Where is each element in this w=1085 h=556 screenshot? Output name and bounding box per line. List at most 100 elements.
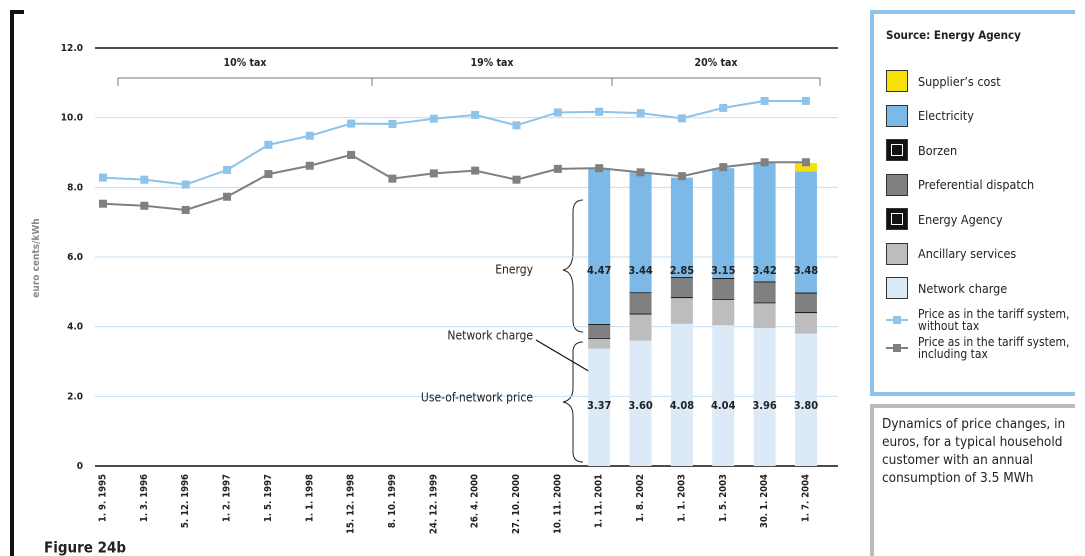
legend-items: Supplier’s cost Electricity Borzen Preferen… [886, 64, 1075, 362]
legend-item: Price as in the tariff system, including… [886, 334, 1075, 362]
x-tick-label: 26. 4. 2000 [470, 474, 481, 528]
line-marker [140, 201, 149, 210]
y-tick-label: 8.0 [67, 182, 83, 193]
bar-value-label: 3.42 [752, 264, 777, 277]
bar-value-label: 3.44 [628, 264, 653, 277]
bar-segment [753, 162, 776, 282]
energy-brace [562, 199, 584, 333]
line-marker [471, 110, 480, 119]
x-tick-label: 1. 5. 1997 [263, 474, 274, 522]
annotation: Energy [495, 263, 533, 277]
legend-label: Price as in the tariff system, including… [918, 334, 1070, 361]
bar-segment [588, 168, 611, 324]
x-tick-label: 1. 9. 1995 [98, 474, 109, 522]
legend-item: Energy Agency [886, 202, 1075, 237]
line-marker [512, 121, 521, 130]
bar-segment [588, 338, 611, 349]
y-tick-label: 6.0 [67, 252, 83, 263]
x-tick-label: 1. 3. 1996 [139, 474, 150, 522]
network-brace [562, 341, 584, 463]
line-marker [636, 109, 645, 118]
line-marker [801, 96, 810, 105]
legend-item: Preferential dispatch [886, 168, 1075, 203]
x-tick-label: 5. 12. 1996 [180, 474, 191, 528]
line-marker [264, 140, 273, 149]
bar-value-label: 3.60 [628, 399, 653, 412]
bar-segment [670, 177, 693, 277]
legend-label: Energy Agency [918, 211, 1003, 227]
line-marker [181, 180, 190, 189]
source: Source: Energy Agency [886, 28, 1021, 42]
legend-swatch [886, 242, 908, 265]
bar-value-label: 3.48 [794, 264, 819, 277]
legend-swatch [886, 315, 908, 324]
line-marker [181, 205, 190, 214]
y-tick-label: 12.0 [61, 43, 83, 54]
bar-segment [753, 281, 776, 283]
bar-segment [629, 314, 652, 341]
legend-label: Electricity [918, 108, 974, 124]
bar-segment [712, 325, 735, 466]
y-tick-label: 10.0 [61, 113, 83, 124]
line-marker [347, 119, 356, 128]
y-tick-label: 2.0 [67, 391, 83, 402]
line-marker [305, 161, 314, 170]
x-tick-label: 8. 10. 1999 [387, 474, 398, 528]
bar-segment [588, 324, 611, 338]
legend-item: Ancillary services [886, 237, 1075, 272]
x-tick-label: 1. 1. 2003 [676, 474, 687, 522]
tax-label: 20% tax [695, 57, 738, 69]
tax-label: 19% tax [471, 57, 514, 69]
bar-segment [670, 298, 693, 324]
bar-segment [794, 313, 817, 334]
legend-item: Supplier’s cost [886, 64, 1075, 99]
legend-item: Price as in the tariff system, without t… [886, 306, 1075, 334]
bar-segment [629, 313, 652, 315]
bar-value-label: 3.15 [711, 264, 736, 277]
x-tick-label: 10. 11. 2000 [552, 474, 563, 534]
x-tick-label: 1. 7. 2004 [800, 474, 811, 522]
bar-segment [794, 333, 817, 466]
line-marker [719, 103, 728, 112]
caption: Dynamics of price changes, in euros, for… [870, 404, 1075, 556]
bar-segment [670, 277, 693, 298]
line-marker [223, 192, 232, 201]
bar-value-label: 2.85 [670, 264, 695, 277]
x-tick-label: 24. 12. 1999 [428, 474, 439, 534]
x-tick-label: 1. 8. 2002 [635, 474, 646, 522]
line-marker [305, 131, 314, 140]
tax-bracket [371, 77, 613, 86]
figure-label: Figure 24b [44, 539, 126, 556]
bar-segment [712, 277, 735, 279]
legend-label: Network charge [918, 280, 1008, 296]
legend-swatch [886, 208, 908, 231]
line-marker [636, 168, 645, 177]
bar-value-label: 4.08 [670, 399, 695, 412]
bar-segment [670, 297, 693, 299]
bar-segment [712, 299, 735, 326]
line-marker [677, 172, 686, 181]
bar-segment [794, 312, 817, 314]
bar-segment [588, 348, 611, 466]
tax-label: 10% tax [224, 57, 267, 69]
bar-value-label: 3.37 [587, 399, 612, 412]
bar-segment [794, 171, 817, 293]
x-tick-label: 30. 1. 2004 [759, 474, 770, 528]
line-marker [595, 107, 604, 116]
bar-segment [670, 276, 693, 278]
line-marker [99, 199, 107, 208]
legend: Source: Energy Agency Supplier’s cost Ele… [870, 10, 1075, 396]
bar-segment [753, 328, 776, 466]
line-marker [512, 175, 521, 184]
legend-label: Price as in the tariff system, without t… [918, 306, 1070, 333]
legend-swatch [886, 277, 908, 300]
line-marker [388, 174, 397, 183]
bar-value-label: 4.47 [587, 264, 612, 277]
line-marker [140, 175, 149, 184]
legend-item: Borzen [886, 133, 1075, 168]
bar-segment [629, 293, 652, 314]
legend-swatch [886, 70, 908, 93]
legend-swatch [886, 139, 908, 162]
x-tick-label: 1. 5. 2003 [718, 474, 729, 522]
